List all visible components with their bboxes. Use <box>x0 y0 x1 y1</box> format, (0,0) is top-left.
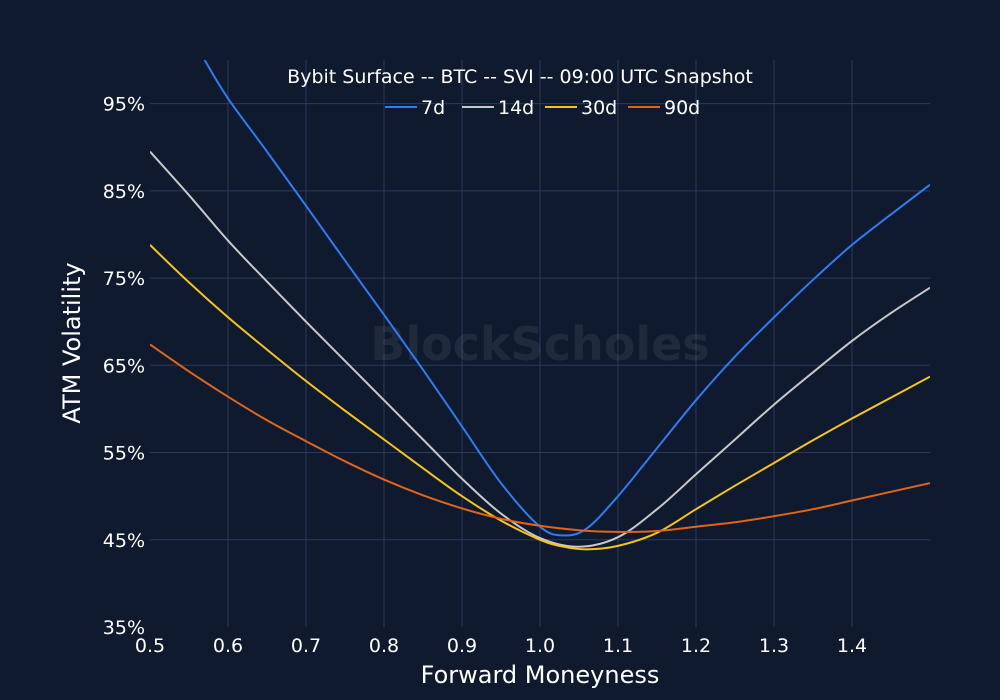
y-tick-label: 95% <box>103 94 145 116</box>
y-axis-title: ATM Volatility <box>58 262 86 423</box>
series-line-14d <box>150 150 930 548</box>
legend: 7d 14d 30d 90d <box>385 97 700 119</box>
x-tick-label: 1.2 <box>681 635 711 657</box>
x-tick-label: 1.1 <box>603 635 633 657</box>
x-tick-label: 0.8 <box>369 635 399 657</box>
series-line-7d <box>203 60 930 537</box>
chart-title: Bybit Surface -- BTC -- SVI -- 09:00 UTC… <box>287 66 753 88</box>
x-tick-label: 0.6 <box>213 635 243 657</box>
series-line-30d <box>150 244 930 551</box>
x-axis-ticks: 0.5 0.6 0.7 0.8 0.9 1.0 1.1 1.2 1.3 1.4 <box>135 635 867 657</box>
y-tick-label: 65% <box>103 355 145 377</box>
x-tick-label: 0.5 <box>135 635 165 657</box>
x-tick-label: 0.9 <box>447 635 477 657</box>
y-tick-label: 35% <box>103 617 145 639</box>
y-tick-label: 75% <box>103 268 145 290</box>
legend-label-7d: 7d <box>421 97 445 119</box>
series-line-90d <box>150 343 930 533</box>
watermark: BlockScholes <box>370 317 709 371</box>
y-tick-label: 85% <box>103 181 145 203</box>
legend-label-90d: 90d <box>664 97 700 119</box>
y-tick-label: 45% <box>103 530 145 552</box>
x-tick-label: 1.3 <box>759 635 789 657</box>
x-tick-label: 1.0 <box>525 635 555 657</box>
x-tick-label: 0.7 <box>291 635 321 657</box>
legend-label-14d: 14d <box>498 97 534 119</box>
series-layer <box>150 60 930 551</box>
x-tick-label: 1.4 <box>837 635 867 657</box>
legend-label-30d: 30d <box>581 97 617 119</box>
y-axis-ticks: 35% 45% 55% 65% 75% 85% 95% <box>103 94 145 639</box>
x-axis-title: Forward Moneyness <box>421 661 660 689</box>
y-tick-label: 55% <box>103 443 145 465</box>
